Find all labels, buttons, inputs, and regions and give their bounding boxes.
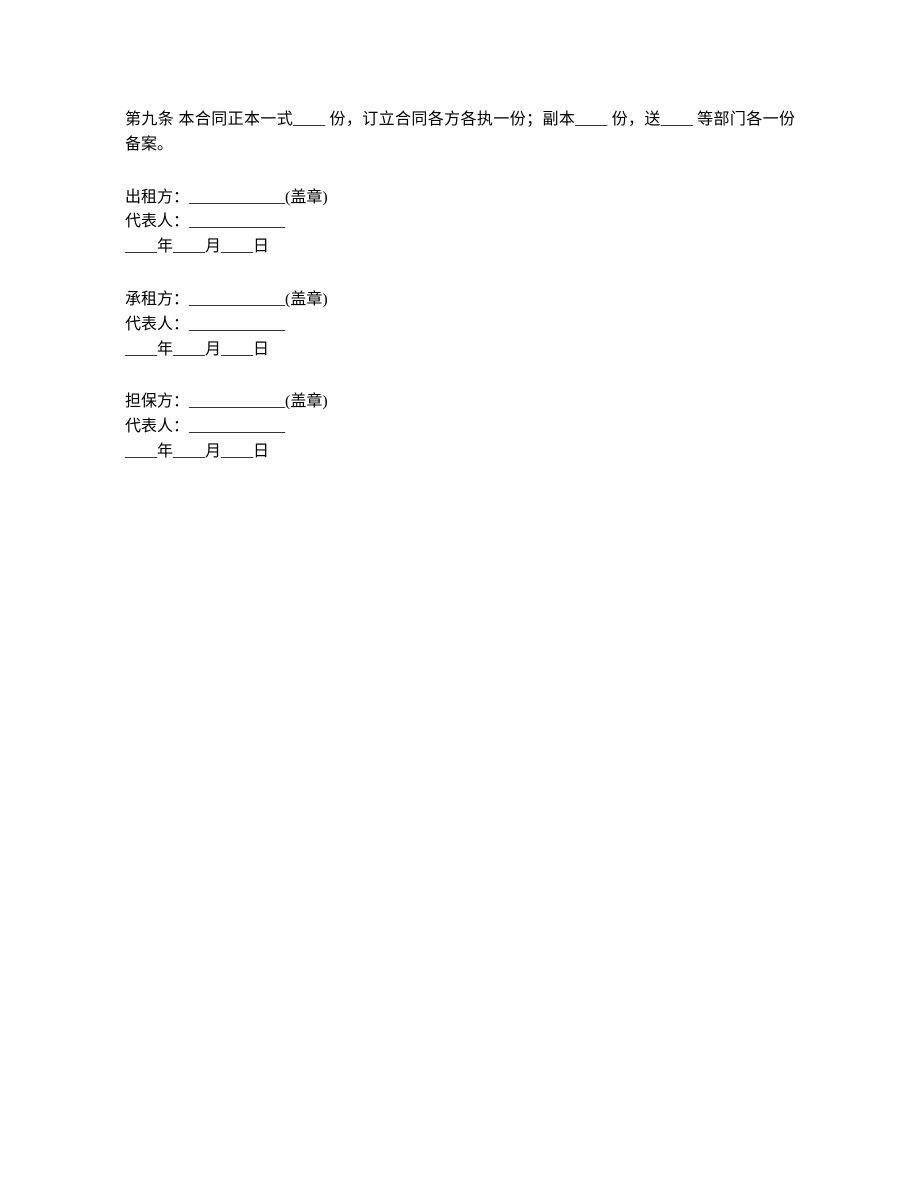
guarantor-date: ____年____月____日 (125, 440, 795, 465)
lessor-title: 出租方：____________(盖章) (125, 186, 795, 211)
lessor-date: ____年____月____日 (125, 235, 795, 260)
guarantor-title: 担保方：____________(盖章) (125, 390, 795, 415)
lessor-representative: 代表人：____________ (125, 210, 795, 235)
lessor-block: 出租方：____________(盖章) 代表人：____________ __… (125, 186, 795, 260)
guarantor-representative: 代表人：____________ (125, 415, 795, 440)
lessee-title: 承租方：____________(盖章) (125, 288, 795, 313)
article-9-text: 第九条 本合同正本一式____ 份，订立合同各方各执一份；副本____ 份，送_… (125, 108, 795, 158)
lessee-representative: 代表人：____________ (125, 313, 795, 338)
contract-page: 第九条 本合同正本一式____ 份，订立合同各方各执一份；副本____ 份，送_… (0, 0, 920, 465)
lessee-date: ____年____月____日 (125, 338, 795, 363)
lessee-block: 承租方：____________(盖章) 代表人：____________ __… (125, 288, 795, 362)
guarantor-block: 担保方：____________(盖章) 代表人：____________ __… (125, 390, 795, 464)
